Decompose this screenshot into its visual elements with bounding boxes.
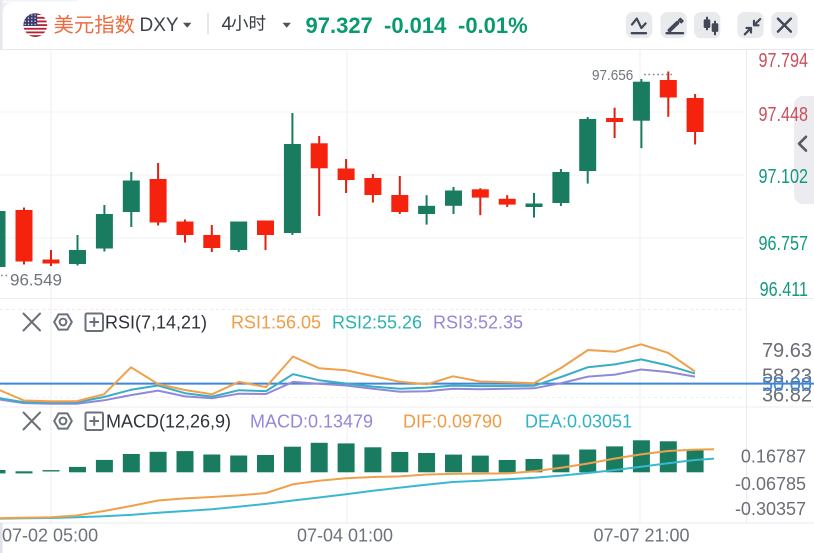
svg-text:RSI2:55.26: RSI2:55.26 (332, 313, 422, 333)
svg-text:97.448: 97.448 (758, 104, 808, 126)
svg-text:96.411: 96.411 (760, 279, 808, 301)
svg-text:97.656: 97.656 (592, 67, 633, 84)
svg-text:07-04 01:00: 07-04 01:00 (297, 526, 393, 546)
svg-text:RSI1:56.05: RSI1:56.05 (231, 313, 321, 333)
svg-text:0.16787: 0.16787 (741, 447, 806, 467)
svg-text:RSI3:52.35: RSI3:52.35 (433, 313, 523, 333)
svg-text:96.757: 96.757 (758, 233, 808, 255)
svg-text:DXY: DXY (140, 15, 179, 36)
svg-text:58.23: 58.23 (762, 366, 812, 388)
svg-text:97.102: 97.102 (758, 166, 808, 188)
svg-text:50.00: 50.00 (762, 374, 812, 396)
svg-text:07-02 05:00: 07-02 05:00 (2, 526, 98, 546)
svg-text:07-07 21:00: 07-07 21:00 (593, 526, 689, 546)
svg-text:-0.014: -0.014 (384, 13, 447, 38)
svg-text:79.63: 79.63 (762, 340, 812, 362)
svg-text:36.82: 36.82 (762, 385, 812, 407)
svg-text:-0.01%: -0.01% (458, 13, 528, 38)
svg-text:DIF:0.09790: DIF:0.09790 (403, 412, 502, 432)
svg-text:96.549: 96.549 (10, 271, 62, 290)
svg-text:MACD:0.13479: MACD:0.13479 (250, 412, 373, 432)
svg-text:97.327: 97.327 (306, 13, 373, 38)
svg-text:MACD(12,26,9): MACD(12,26,9) (106, 412, 231, 432)
svg-text:RSI(7,14,21): RSI(7,14,21) (105, 313, 207, 333)
svg-text:DEA:0.03051: DEA:0.03051 (525, 412, 632, 432)
svg-text:97.794: 97.794 (758, 49, 808, 71)
svg-text:-0.30357: -0.30357 (735, 499, 806, 519)
svg-text:-0.06785: -0.06785 (735, 474, 806, 494)
svg-text:4: 4 (222, 14, 233, 35)
